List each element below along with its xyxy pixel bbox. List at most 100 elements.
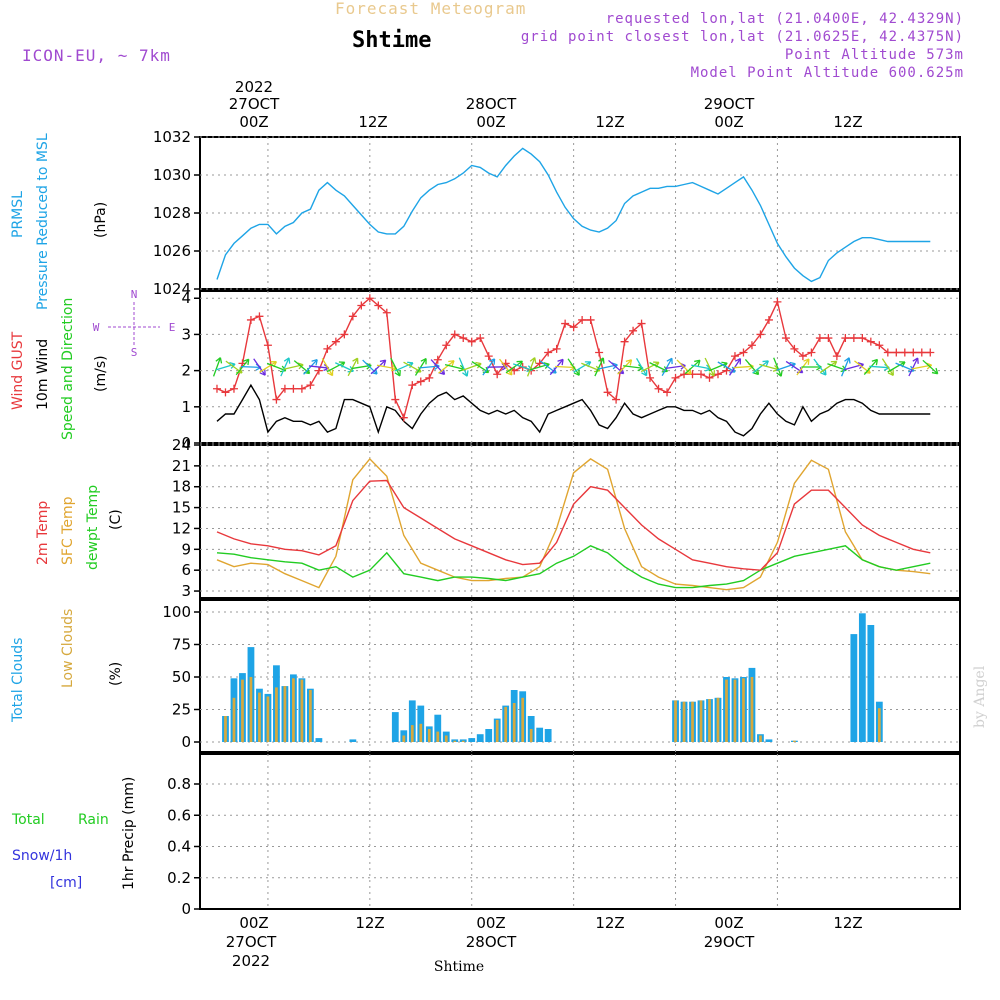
gust-point (747, 341, 756, 350)
wind-arrow-shaft (555, 365, 576, 369)
requested-coords: requested lon,lat (21.0400E, 42.4329N) (606, 11, 964, 27)
gust-point (790, 344, 799, 353)
low-cloud-bar (733, 679, 737, 742)
precip-panel: 0 0.2 0.4 0.6 0.8 (167, 753, 961, 918)
low-cloud-bar (258, 692, 261, 742)
wind-arrow-shaft (676, 359, 692, 375)
low-cloud-bar (529, 729, 533, 742)
wind-arrow-icon (908, 357, 919, 377)
point-altitude: Point Altitude 573m (785, 47, 964, 63)
wind-arrow-head (931, 367, 939, 375)
wind-arrow-icon (321, 358, 334, 377)
wind-arrow-head (352, 357, 359, 365)
wind-arrow-icon (708, 361, 728, 372)
low-cloud-bar (419, 723, 423, 742)
bottom-date-28: 28OCT (466, 933, 517, 951)
top-hour-2: 12Z (358, 113, 387, 131)
total-cloud-bar (485, 729, 493, 742)
wind-arrow-shaft (813, 358, 827, 376)
gust-point (595, 348, 604, 357)
wind-arrow-shaft (617, 359, 632, 375)
low-cloud-bar (292, 678, 295, 742)
wind-arrow-shaft (665, 364, 686, 370)
wind-arrow-icon (458, 357, 469, 377)
wind-ytick-label-4: 4 (181, 289, 191, 307)
temperature-panel: 3 6 9 12 15 18 21 24 (172, 436, 961, 600)
wind-arrow-shaft (430, 359, 445, 375)
wind-arrow-head (488, 358, 496, 365)
gust-point (408, 381, 417, 390)
low-cloud-bar (691, 701, 694, 742)
temp-ytick-label-2: 9 (181, 540, 191, 558)
wind-arrow-icon (813, 358, 827, 376)
wind-arrow-shaft (691, 364, 711, 370)
sfc-temp-label: SFC Temp (60, 496, 76, 565)
gust-point (416, 377, 425, 386)
gust-point (493, 370, 502, 379)
wind-arrow-icon (499, 358, 513, 376)
temp-ytick-label-6: 21 (172, 457, 191, 475)
wind-arrow-shaft (623, 365, 644, 369)
gust-point (323, 344, 332, 353)
wind-arrow-icon (594, 357, 605, 377)
total-cloud-bar (867, 625, 875, 742)
low-cloud-bar (444, 735, 448, 742)
wind-arrow-shaft (819, 360, 838, 374)
wind-arrow-shaft (458, 357, 468, 377)
total-cloud-bar (476, 734, 484, 742)
bottom-hour-6: 12Z (833, 914, 862, 932)
gust-point (764, 315, 773, 324)
gust-point (484, 352, 493, 361)
wind-labels: Wind GUST 10m Wind Speed and Direction (… (10, 288, 175, 440)
bottom-time-axis: 00Z 12Z 00Z 12Z 00Z 12Z 27OCT 28OCT 29OC… (226, 914, 863, 970)
low-cloud-bar (708, 699, 711, 742)
wind-arrow-icon (661, 357, 673, 377)
dewpt-label: dewpt Temp (85, 485, 101, 570)
wind-arrow-shaft (212, 357, 222, 377)
wind-arrow-shaft (419, 365, 440, 369)
wind-arrow-shaft (394, 362, 414, 372)
bottom-date-29: 29OCT (704, 933, 755, 951)
gust-point (314, 366, 323, 375)
wind-arrow-icon (773, 357, 783, 377)
gust-point (722, 366, 731, 375)
total-clouds-label: Total Clouds (10, 638, 26, 723)
sfc-temp-line (216, 457, 931, 591)
wind-arrow-icon (253, 358, 266, 376)
wind-arrow-head (506, 369, 513, 376)
wind-arrow-shaft (240, 366, 261, 368)
pressure-ytick-label-2: 1028 (153, 204, 191, 222)
low-cloud-bar (410, 725, 414, 742)
rain-label: Rain (78, 812, 109, 828)
low-cloud-bar (309, 690, 312, 742)
gust-point (561, 319, 570, 328)
gust-point (824, 334, 833, 343)
precip-ytick-label-2: 0.4 (167, 838, 191, 856)
low-cloud-bar (300, 679, 304, 742)
wind-arrow-shaft (581, 362, 601, 372)
wind-arrow-shaft (326, 361, 346, 373)
gust-point (756, 330, 765, 339)
gust-point (467, 337, 476, 346)
gust-point (773, 297, 782, 306)
temp-unit: (C) (108, 509, 124, 530)
wind-arrow-shaft (347, 357, 359, 377)
low-cloud-bar (504, 706, 508, 742)
wind-arrow-shaft (505, 360, 523, 374)
top-date-28: 28OCT (466, 95, 517, 113)
compass-e: E (169, 321, 176, 334)
low-cloud-bar (682, 701, 686, 742)
wind-arrow-shaft (512, 363, 533, 371)
gust-point (459, 334, 468, 343)
low-cloud-bar (759, 735, 762, 742)
precip-ytick-label-1: 0.2 (167, 869, 191, 887)
low-cloud-bar (232, 697, 236, 742)
wind-speed-dir-label: Speed and Direction (60, 298, 76, 440)
low-cloud-bar (512, 703, 516, 742)
compass-s: S (131, 346, 138, 359)
gust-point (425, 373, 434, 382)
wind-ytick-label-2: 2 (181, 362, 191, 380)
snow-label: Snow/1h (12, 848, 72, 864)
bottom-hour-5: 00Z (714, 914, 743, 932)
wind-arrow-shaft (908, 357, 919, 377)
